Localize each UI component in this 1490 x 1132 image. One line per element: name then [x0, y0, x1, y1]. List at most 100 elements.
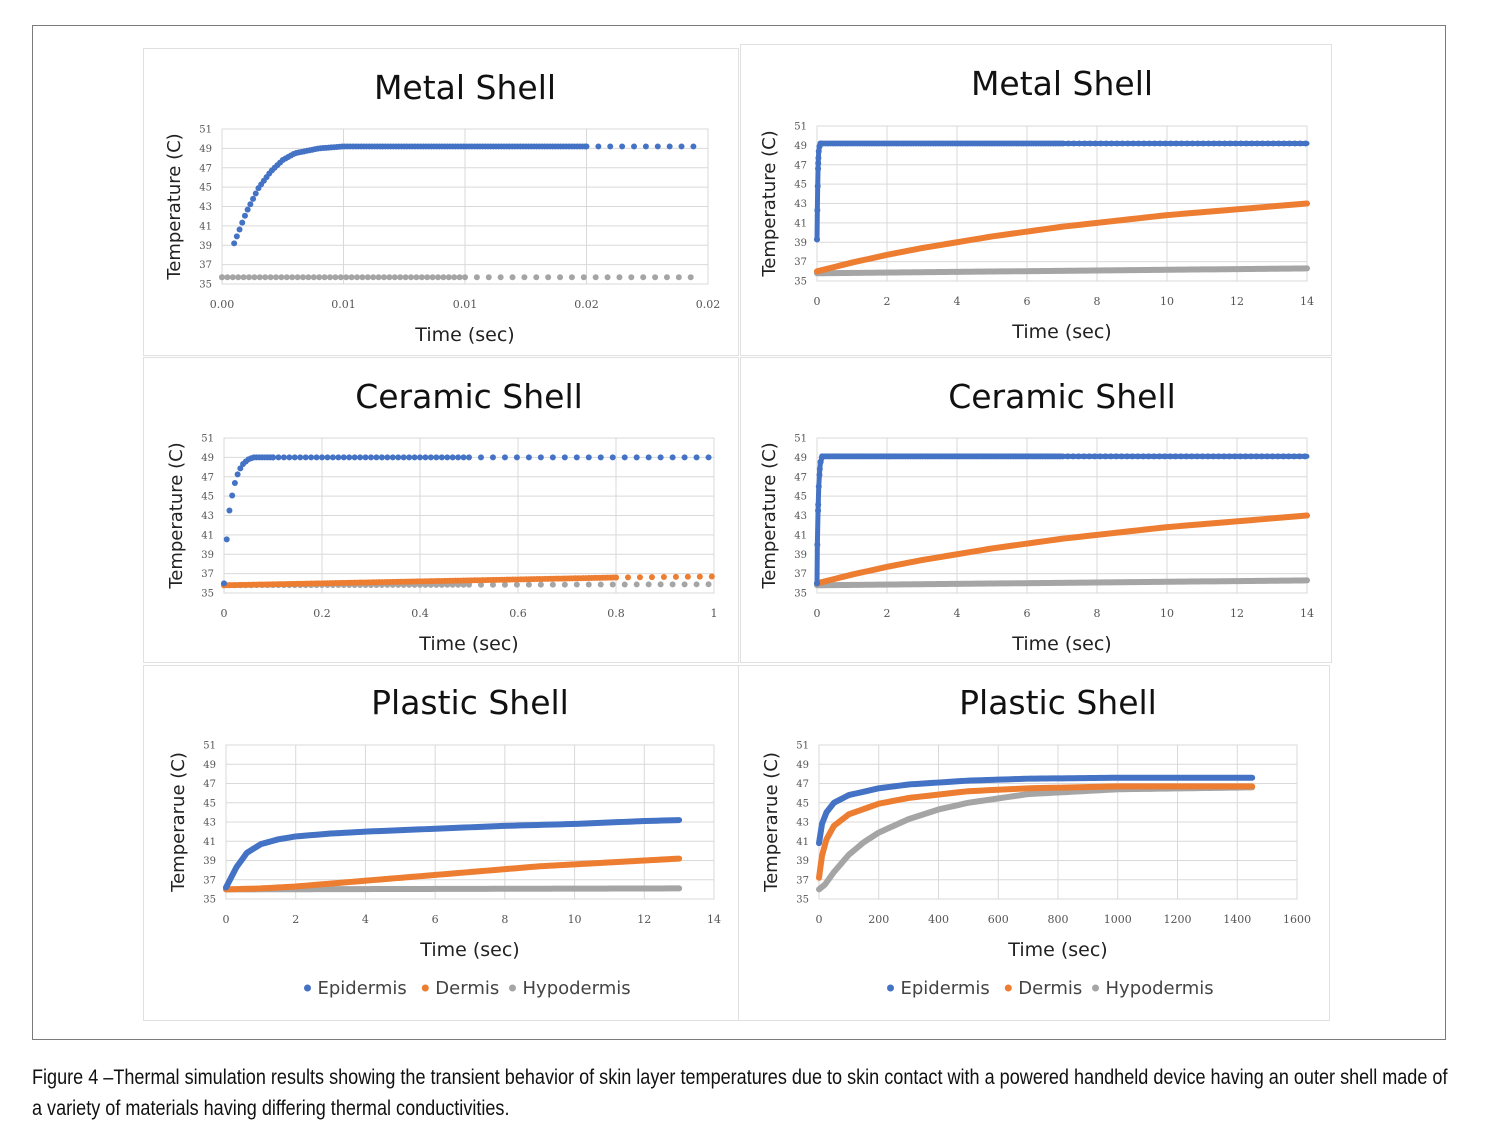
legend-label: Hypodermis — [523, 978, 631, 999]
x-tick-label: 12 — [1230, 607, 1244, 620]
x-tick-label: 0 — [223, 913, 230, 926]
x-tick-label: 2 — [884, 607, 891, 620]
data-point-hypodermis — [246, 274, 252, 281]
chart-svg: Plastic Shell 51 49 47 45 43 41 39 37 35 0 2 4 6 8 10 12… — [168, 683, 721, 999]
x-tick-label: 800 — [1048, 913, 1069, 926]
data-point-epidermis — [573, 454, 580, 461]
x-axis-label: Time (sec) — [1011, 321, 1111, 343]
data-point-epidermis — [477, 454, 484, 461]
data-point-dermis — [684, 573, 691, 580]
data-point-epidermis — [621, 454, 628, 461]
x-axis-label: Time (sec) — [418, 633, 518, 655]
data-point-hypodermis — [557, 274, 564, 281]
legend-label: Hypodermis — [1106, 978, 1214, 999]
data-point-epidermis — [631, 143, 638, 150]
data-point-epidermis — [693, 454, 700, 461]
data-point-epidermis — [324, 454, 331, 461]
data-point-dermis — [613, 574, 619, 581]
x-tick-label: 2 — [292, 913, 299, 926]
data-point-hypodermis — [397, 274, 404, 281]
x-tick-label: 0.02 — [696, 298, 721, 311]
data-point-hypodermis — [521, 274, 528, 281]
data-point-hypodermis — [501, 581, 508, 588]
data-point-hypodermis — [402, 274, 409, 281]
data-point-epidermis — [226, 507, 233, 514]
y-tick-label: 35 — [796, 895, 809, 906]
data-point-hypodermis — [354, 274, 360, 281]
data-point-hypodermis — [675, 274, 682, 281]
data-point-epidermis — [357, 454, 364, 461]
x-axis-label: Time (sec) — [419, 939, 519, 961]
data-point-dermis — [660, 574, 667, 581]
data-point-hypodermis — [616, 274, 623, 281]
legend-label: Dermis — [435, 978, 499, 999]
data-point-hypodermis — [332, 274, 339, 281]
data-point-hypodermis — [669, 581, 676, 588]
y-tick-label: 47 — [794, 472, 807, 483]
data-point-hypodermis — [429, 274, 436, 281]
y-axis-label: Temperature (C) — [759, 442, 780, 589]
data-point-hypodermis — [537, 581, 544, 588]
data-point-epidermis — [373, 454, 380, 461]
data-point-epidermis — [433, 454, 440, 461]
data-point-epidermis — [234, 471, 241, 478]
x-tick-label: 4 — [954, 295, 961, 308]
y-tick-label: 45 — [796, 798, 809, 809]
data-point-hypodermis — [381, 274, 387, 281]
y-tick-label: 45 — [201, 492, 214, 503]
y-tick-label: 43 — [794, 199, 807, 210]
data-point-hypodermis — [687, 274, 694, 281]
x-tick-label: 1200 — [1164, 913, 1192, 926]
x-tick-label: 6 — [1024, 295, 1031, 308]
chart-panel: Ceramic Shell 51 49 47 45 43 41 39 37 35 0 2 4 6 8 10 12… — [740, 357, 1332, 663]
x-tick-label: 10 — [1160, 607, 1174, 620]
data-point-hypodermis — [224, 274, 231, 281]
data-point-hypodermis — [604, 274, 611, 281]
data-point-epidermis — [237, 465, 244, 472]
legend-marker-hypodermis — [1092, 984, 1099, 992]
y-tick-label: 43 — [199, 202, 212, 213]
series-line-dermis — [816, 783, 1256, 881]
data-point-epidermis — [525, 454, 532, 461]
y-axis-label: Temperarue (C) — [168, 752, 189, 893]
data-point-hypodermis — [273, 274, 279, 281]
data-point-epidermis — [308, 454, 315, 461]
chart-panel: Ceramic Shell 51 49 47 45 43 41 39 37 35 0 0.2 0.4 0.… — [143, 357, 739, 663]
data-point-epidermis — [340, 454, 347, 461]
data-point-hypodermis — [705, 581, 712, 588]
y-tick-label: 39 — [203, 856, 216, 867]
data-point-hypodermis — [235, 274, 242, 281]
y-tick-label: 37 — [203, 875, 216, 886]
data-point-epidermis — [422, 454, 429, 461]
chart-title: Plastic Shell — [959, 683, 1157, 722]
data-point-epidermis — [223, 536, 230, 543]
data-point-epidermis — [645, 454, 652, 461]
data-point-epidermis — [669, 454, 676, 461]
data-point-dermis — [636, 574, 643, 581]
data-point-epidermis — [444, 454, 451, 461]
data-point-epidermis — [501, 454, 508, 461]
data-point-hypodermis — [462, 274, 468, 281]
chart-svg: Plastic Shell 51 49 47 45 43 41 39 37 35 0 200 400 60… — [761, 683, 1311, 999]
data-point-epidermis — [406, 454, 413, 461]
y-tick-label: 45 — [794, 180, 807, 191]
data-point-hypodermis — [310, 274, 317, 281]
data-point-hypodermis — [262, 274, 269, 281]
data-point-epidermis — [233, 233, 240, 240]
legend-marker-hypodermis — [509, 984, 516, 992]
data-point-dermis — [696, 573, 703, 580]
chart-title: Ceramic Shell — [355, 377, 583, 416]
data-point-hypodermis — [424, 274, 431, 281]
data-point-hypodermis — [418, 274, 425, 281]
data-point-epidermis — [302, 454, 309, 461]
data-point-hypodermis — [251, 274, 258, 281]
data-point-hypodermis — [545, 274, 552, 281]
y-tick-label: 39 — [794, 550, 807, 561]
y-tick-label: 35 — [199, 280, 212, 291]
data-point-epidermis — [537, 454, 544, 461]
y-tick-label: 41 — [794, 218, 807, 229]
x-tick-label: 12 — [1230, 295, 1244, 308]
data-point-epidermis — [513, 454, 520, 461]
y-tick-label: 47 — [199, 163, 212, 174]
x-tick-label: 0 — [221, 607, 228, 620]
